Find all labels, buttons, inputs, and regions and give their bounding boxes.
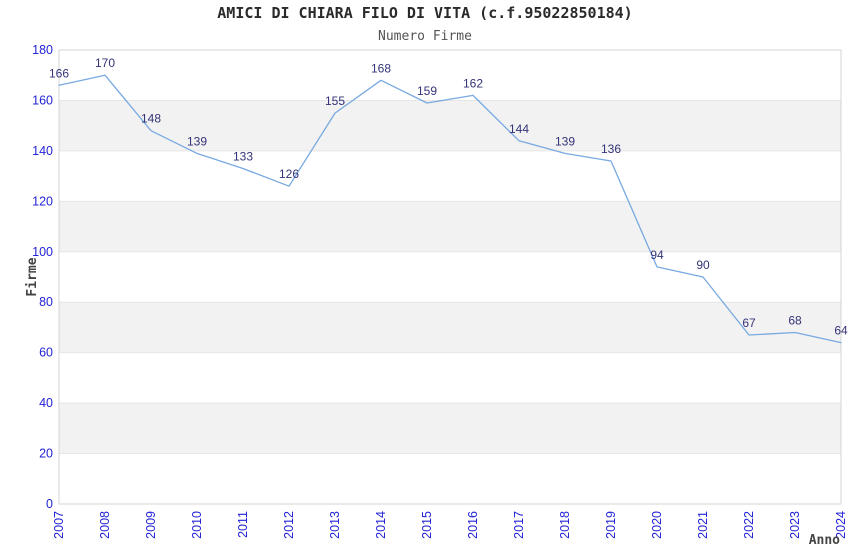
x-tick-label: 2016 — [466, 511, 480, 539]
x-tick-label: 2013 — [328, 511, 342, 539]
grid-band — [59, 403, 841, 454]
data-point-label: 90 — [696, 258, 710, 272]
x-tick-label: 2024 — [834, 511, 848, 539]
data-point-label: 166 — [49, 66, 69, 80]
plot-area: 0 20 40 60 80 100 120 140 160 180 2007 2008 2009 2010… — [32, 43, 848, 539]
y-tick-label: 40 — [39, 396, 53, 410]
series-line — [58, 74, 842, 344]
grid-band — [59, 100, 841, 151]
data-point-label: 155 — [325, 94, 345, 108]
x-tick-label: 2012 — [282, 511, 296, 539]
data-point-label: 168 — [371, 61, 391, 75]
data-point-label: 148 — [141, 112, 161, 126]
data-point-label: 133 — [233, 150, 253, 164]
y-tick-label: 60 — [39, 346, 53, 360]
data-point-label: 64 — [834, 324, 848, 338]
y-tick-label: 120 — [32, 194, 53, 208]
x-tick-label: 2017 — [512, 511, 526, 539]
y-tick-label: 100 — [32, 245, 53, 259]
data-point-label: 139 — [187, 134, 207, 148]
x-tick-label: 2019 — [604, 511, 618, 539]
data-point-label: 126 — [279, 167, 299, 181]
x-tick-label: 2011 — [236, 511, 250, 538]
data-point-label: 144 — [509, 122, 529, 136]
x-tick-label: 2018 — [558, 511, 572, 539]
x-tick-label: 2008 — [98, 511, 112, 539]
x-tick-label: 2021 — [696, 511, 710, 539]
x-tick-label: 2020 — [650, 511, 664, 539]
x-tick-label: 2022 — [742, 511, 756, 539]
chart-title: AMICI DI CHIARA FILO DI VITA (c.f.950228… — [217, 4, 632, 22]
data-point-label: 136 — [601, 142, 621, 156]
x-tick-label: 2015 — [420, 511, 434, 539]
y-tick-label: 160 — [32, 93, 53, 107]
grid-band — [59, 302, 841, 353]
data-point-label: 139 — [555, 134, 575, 148]
y-tick-label: 20 — [39, 447, 53, 461]
x-tick-label: 2023 — [788, 511, 802, 539]
y-tick-label: 80 — [39, 295, 53, 309]
y-tick-label: 180 — [32, 43, 53, 57]
x-tick-label: 2014 — [374, 511, 388, 539]
data-point-label: 94 — [650, 248, 664, 262]
x-tick-label: 2010 — [190, 511, 204, 539]
plot-border — [58, 49, 842, 505]
data-point-label: 67 — [742, 316, 756, 330]
x-tick-label: 2007 — [52, 511, 66, 539]
grid-band — [59, 201, 841, 252]
x-axis-title: Anno — [809, 533, 840, 548]
x-tick-label: 2009 — [144, 511, 158, 539]
data-point-label: 68 — [788, 313, 802, 327]
chart-subtitle: Numero Firme — [378, 29, 472, 44]
y-tick-label: 0 — [46, 497, 53, 511]
data-point-label: 159 — [417, 84, 437, 98]
y-axis-title: Firme — [25, 257, 40, 296]
data-point-label: 170 — [95, 56, 115, 70]
y-tick-label: 140 — [32, 144, 53, 158]
data-point-label: 162 — [463, 76, 483, 90]
